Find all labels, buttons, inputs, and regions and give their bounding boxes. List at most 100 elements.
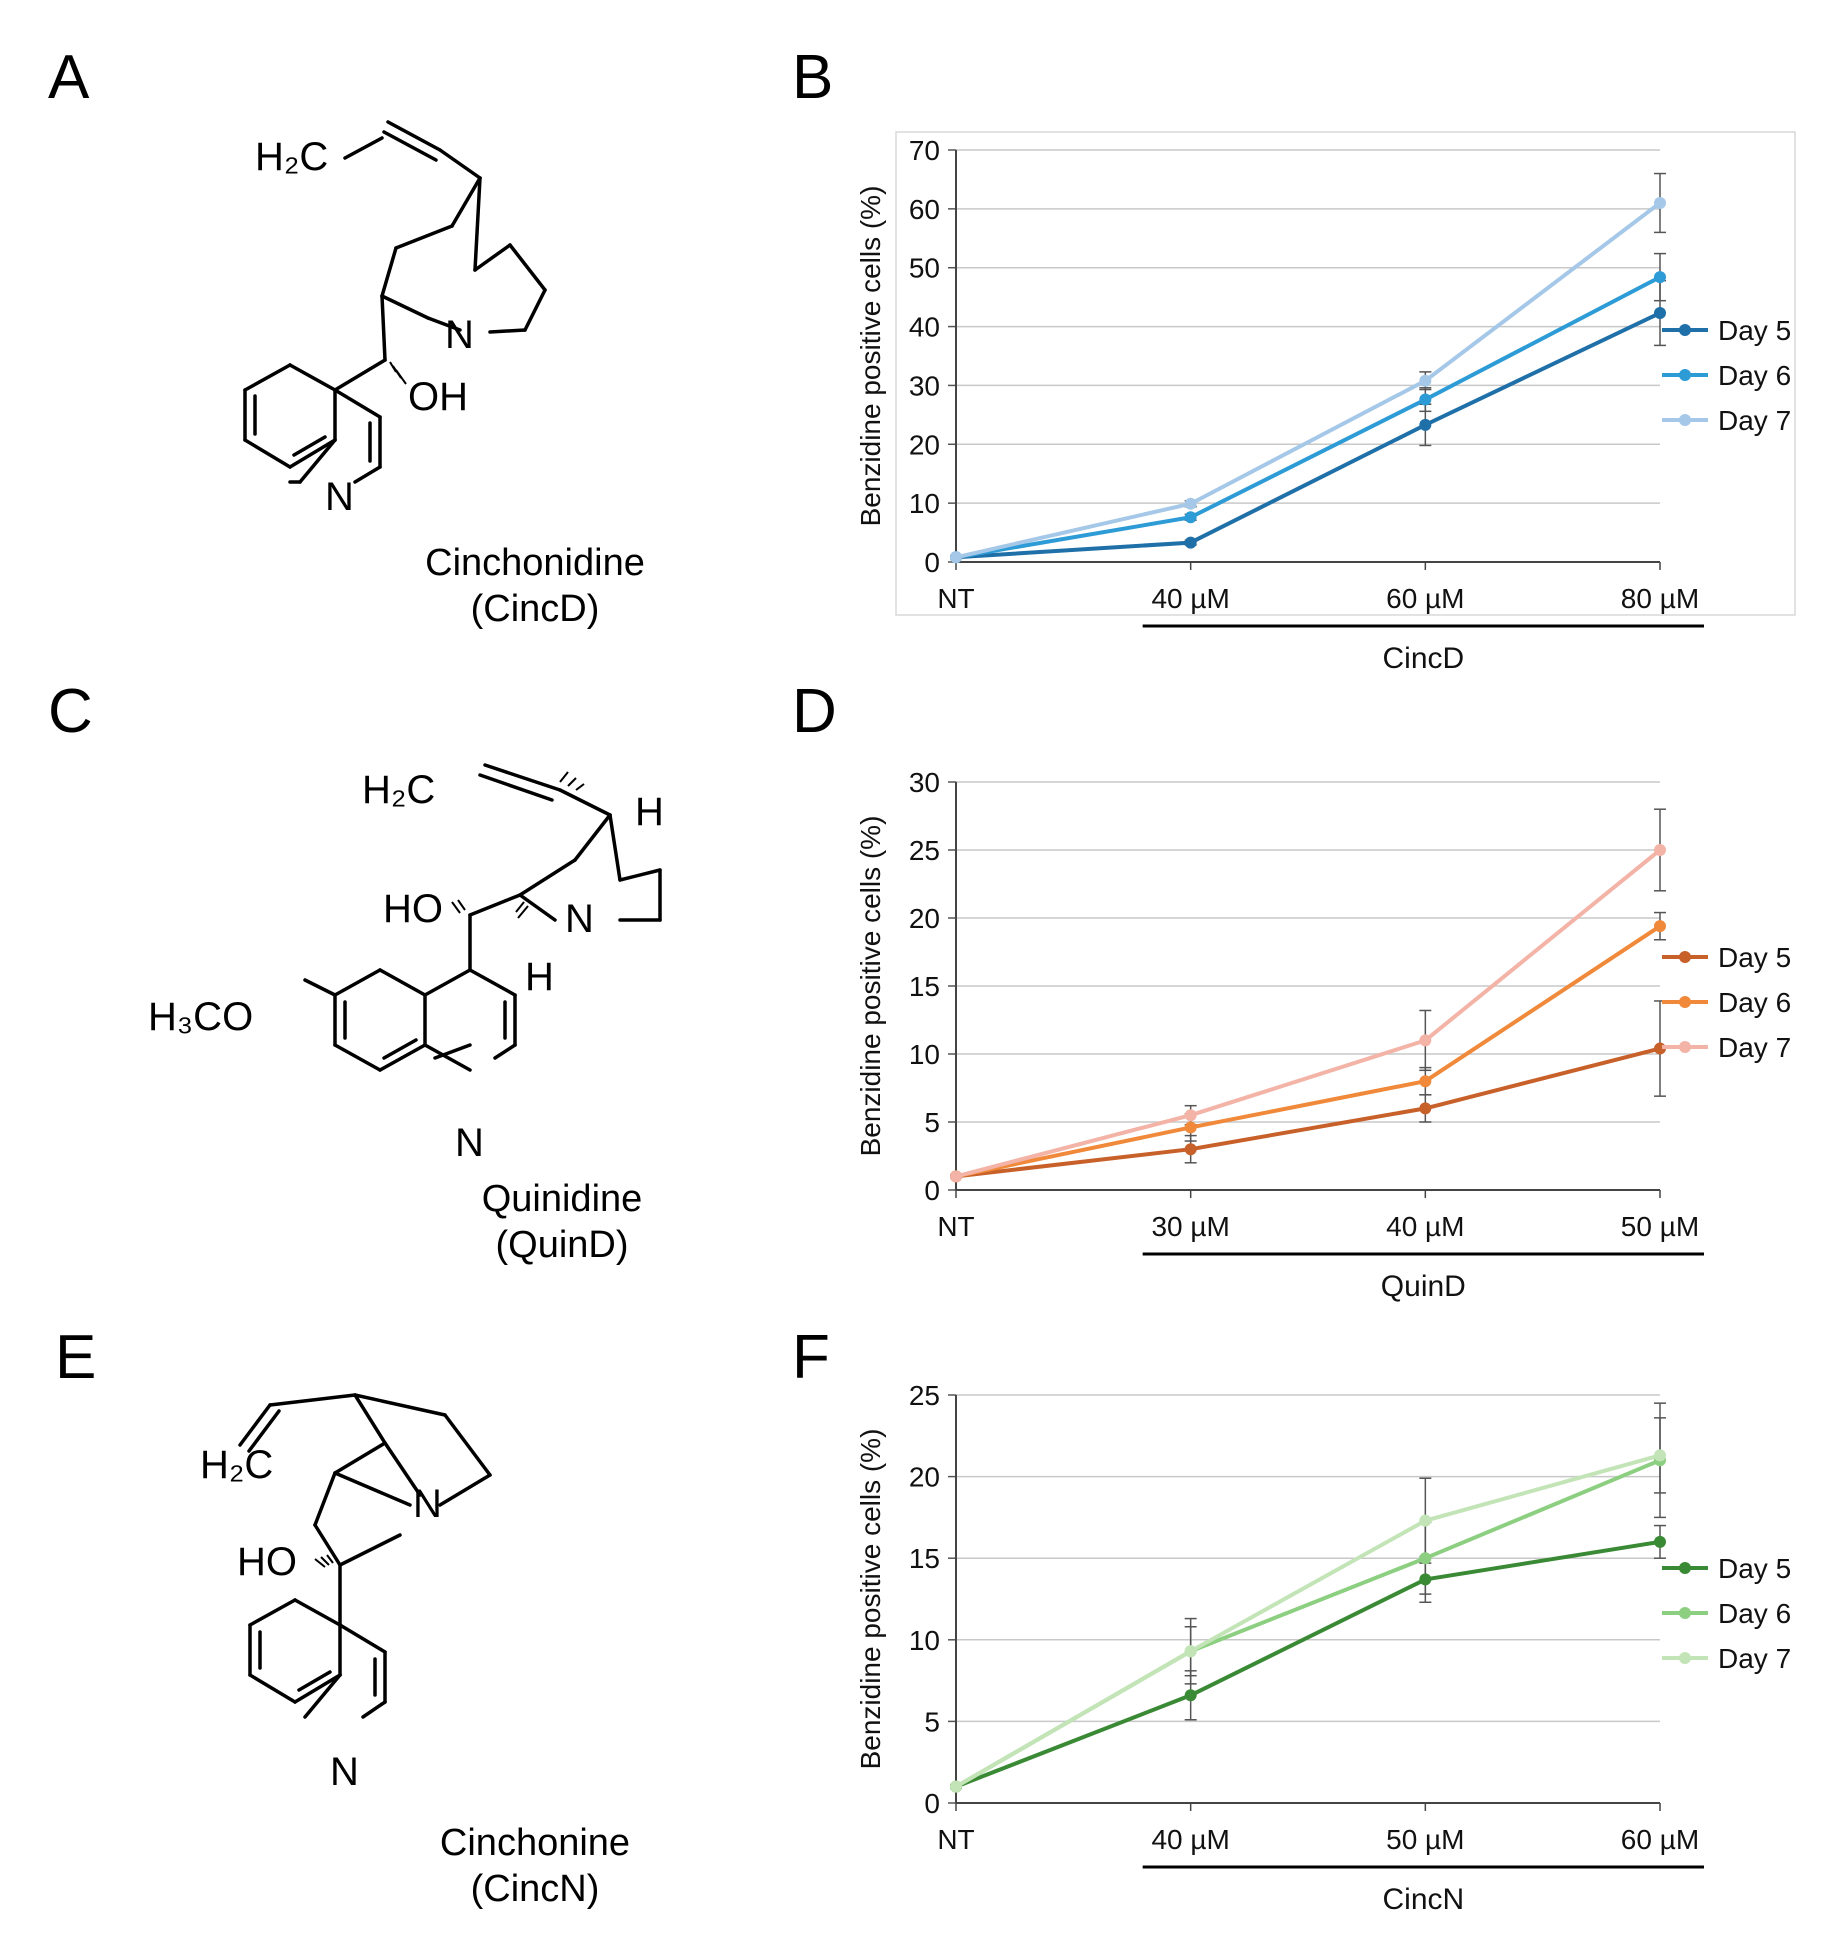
data-point (1419, 1102, 1432, 1115)
x-tick-label: 40 µM (1151, 1824, 1229, 1855)
atom-label: OH (408, 375, 468, 419)
y-tick-label: 15 (909, 971, 940, 1002)
panel-letter-a: A (48, 43, 90, 112)
series-line-1 (955, 311, 1661, 560)
data-point (1654, 196, 1666, 209)
y-axis-label: Benzidine positive cells (%) (855, 816, 886, 1157)
panel-letter-f: F (792, 1323, 830, 1392)
atom-label: H₂C (362, 768, 435, 812)
x-tick-label: 80 µM (1621, 583, 1699, 614)
chart-frame (895, 131, 1796, 616)
y-tick-label: 20 (909, 1462, 940, 1493)
legend-swatch-point (1679, 1041, 1691, 1053)
series-line-3 (955, 1453, 1661, 1789)
data-point (1654, 1535, 1666, 1548)
x-tick-label: NT (937, 583, 974, 614)
series-line-1 (955, 1046, 1661, 1179)
atom-label: H (525, 955, 554, 999)
x-axis-label: QuinD (1381, 1270, 1466, 1303)
data-point (950, 1780, 962, 1793)
data-point (1419, 374, 1432, 387)
series-line-2 (955, 275, 1661, 560)
legend-swatch-point (1679, 1652, 1691, 1664)
x-tick-label: NT (937, 1211, 974, 1242)
data-point (1184, 1143, 1197, 1156)
y-tick-label: 10 (909, 1039, 940, 1070)
legend-label: Day 7 (1718, 405, 1791, 436)
data-point (950, 551, 962, 564)
legend-swatch-point (1679, 951, 1691, 963)
x-tick-label: 50 µM (1621, 1211, 1699, 1242)
legend-swatch-point (1679, 996, 1691, 1008)
data-point (1419, 1034, 1432, 1047)
y-tick-label: 10 (909, 1625, 940, 1656)
x-tick-label: 30 µM (1151, 1211, 1229, 1242)
y-tick-label: 5 (924, 1706, 940, 1737)
legend-label: Day 6 (1718, 1598, 1791, 1629)
molecule-abbr-text: (CincD) (470, 588, 600, 630)
data-point (1184, 1689, 1197, 1702)
legend-label: Day 5 (1718, 1553, 1791, 1584)
legend-label: Day 6 (1718, 360, 1791, 391)
data-point (1419, 1552, 1432, 1565)
y-tick-label: 50 (909, 253, 940, 284)
y-tick-label: 0 (924, 1788, 940, 1819)
legend-label: Day 6 (1718, 987, 1791, 1018)
data-point (1419, 1573, 1432, 1586)
molecule-name-text: Cinchonine (439, 1822, 631, 1864)
legend-swatch-point (1679, 369, 1691, 381)
atom-label: N (445, 313, 474, 357)
series-line-2 (955, 1458, 1661, 1789)
data-point (1184, 1109, 1197, 1122)
cinchonidine-structure: H₂C N OH N (243, 120, 547, 519)
legend-swatch-point (1679, 324, 1691, 336)
legend-label: Day 7 (1718, 1032, 1791, 1063)
x-tick-label: 50 µM (1386, 1824, 1464, 1855)
x-tick-label: NT (937, 1824, 974, 1855)
data-point (1419, 418, 1432, 431)
data-point (1654, 844, 1666, 856)
chart-f: 0 5 10 15 20 25 NT 40 µM 50 µM 60 µM CincN Benzidin… (855, 1380, 1791, 1916)
data-point (1654, 920, 1666, 933)
x-axis-label: CincD (1382, 642, 1464, 675)
molecule-name-text: Quinidine (481, 1178, 643, 1220)
data-point (1184, 511, 1197, 524)
y-tick-label: 25 (909, 1380, 940, 1411)
molecule-name-text: Cinchonidine (425, 542, 645, 584)
atom-label: H (635, 790, 664, 834)
series-line-3 (955, 201, 1662, 560)
molecule-abbr-text: (CincN) (470, 1868, 600, 1910)
data-point (1184, 1121, 1197, 1134)
y-tick-label: 20 (909, 429, 940, 460)
y-tick-label: 60 (909, 194, 940, 225)
data-point (1419, 393, 1432, 406)
atom-label: H₃CO (148, 995, 253, 1039)
x-tick-label: 40 µM (1386, 1211, 1464, 1242)
y-axis-label: Benzidine positive cells (%) (855, 186, 886, 527)
y-axis-label: Benzidine positive cells (%) (855, 1429, 886, 1770)
cinchonine-structure: H₂C N HO N (200, 1393, 492, 1794)
data-point (1184, 497, 1197, 510)
legend-label: Day 5 (1718, 942, 1791, 973)
panel-letter-b: B (792, 43, 834, 112)
molecule-name: Cinchonidine (CincD) (385, 540, 685, 632)
y-tick-label: 0 (924, 1175, 940, 1206)
data-point (1184, 536, 1197, 549)
y-tick-label: 25 (909, 835, 940, 866)
atom-label: HO (237, 1540, 297, 1584)
atom-label: N (325, 475, 354, 519)
series-line-1 (955, 1539, 1661, 1789)
atom-label: H₂C (255, 135, 328, 179)
y-tick-label: 30 (909, 767, 940, 798)
atom-label: N (413, 1482, 442, 1526)
y-tick-label: 70 (909, 135, 940, 166)
legend-label: Day 5 (1718, 315, 1791, 346)
molecule-name: Quinidine (QuinD) (412, 1176, 712, 1268)
data-point (950, 1170, 962, 1183)
panel-letter-c: C (48, 677, 93, 746)
legend-swatch-point (1679, 1562, 1691, 1574)
y-tick-label: 5 (924, 1107, 940, 1138)
chart-d: 0 5 10 15 20 25 30 NT 30 µM 40 µM 50 µM QuinD Benzid… (855, 767, 1791, 1303)
x-tick-label: 40 µM (1151, 583, 1229, 614)
